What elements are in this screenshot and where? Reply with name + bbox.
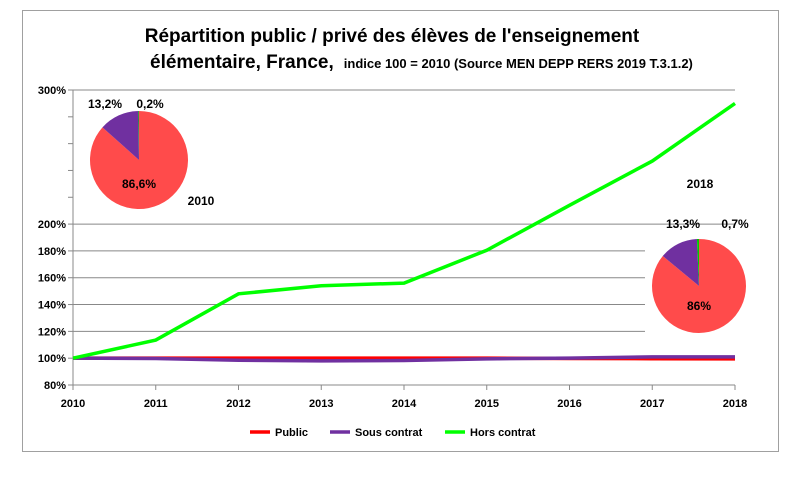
x-tick-label: 2013 xyxy=(309,398,333,410)
pie-slice-sous-contrat xyxy=(102,111,139,160)
pie-label-sous-contrat: 13,3% xyxy=(666,217,700,231)
x-tick-label: 2012 xyxy=(226,398,250,410)
chart-title-line1: Répartition public / privé des élèves de… xyxy=(145,26,640,47)
chart-title-main: élémentaire, France, xyxy=(150,52,334,73)
pie-label-hors-contrat: 0,7% xyxy=(721,217,749,231)
x-tick-label: 2010 xyxy=(61,398,85,410)
x-tick-label: 2016 xyxy=(557,398,581,410)
y-tick-label: 180% xyxy=(38,246,66,258)
chart-subtitle: indice 100 = 2010 (Source MEN DEPP RERS … xyxy=(344,56,693,71)
y-tick-label: 120% xyxy=(38,326,66,338)
y-tick-label: 100% xyxy=(38,353,66,365)
x-tick-label: 2017 xyxy=(640,398,664,410)
chart-frame xyxy=(22,10,779,452)
x-tick-label: 2015 xyxy=(475,398,499,410)
pie-slice-public xyxy=(89,111,188,209)
y-tick-label: 200% xyxy=(38,219,66,231)
pie-year-label: 2010 xyxy=(188,194,215,208)
y-tick-label: 300% xyxy=(38,85,66,97)
series-line-hors-contrat xyxy=(72,101,737,360)
legend-label: Hors contrat xyxy=(470,427,536,439)
legend-label: Public xyxy=(275,427,308,439)
pie-slice-sous-contrat xyxy=(662,239,699,286)
pie-label-hors-contrat: 0,2% xyxy=(136,97,164,111)
pie-label-sous-contrat: 13,2% xyxy=(88,97,122,111)
x-tick-label: 2011 xyxy=(144,398,168,410)
series-line-sous-contrat xyxy=(72,355,735,363)
pie-label-public: 86% xyxy=(687,299,711,313)
pie-slice-hors-contrat xyxy=(138,111,139,160)
y-tick-label: 160% xyxy=(38,273,66,285)
pie-label-public: 86,6% xyxy=(122,177,156,191)
pie-year-label: 2018 xyxy=(687,177,714,191)
legend-label: Sous contrat xyxy=(355,427,423,439)
pie-slice-hors-contrat xyxy=(696,239,699,286)
chart-title-line2: élémentaire, France, indice 100 = 2010 (S… xyxy=(150,52,693,73)
y-tick-label: 140% xyxy=(38,300,66,312)
x-tick-label: 2014 xyxy=(392,398,417,410)
x-tick-label: 2018 xyxy=(723,398,747,410)
y-tick-label: 80% xyxy=(44,380,66,392)
